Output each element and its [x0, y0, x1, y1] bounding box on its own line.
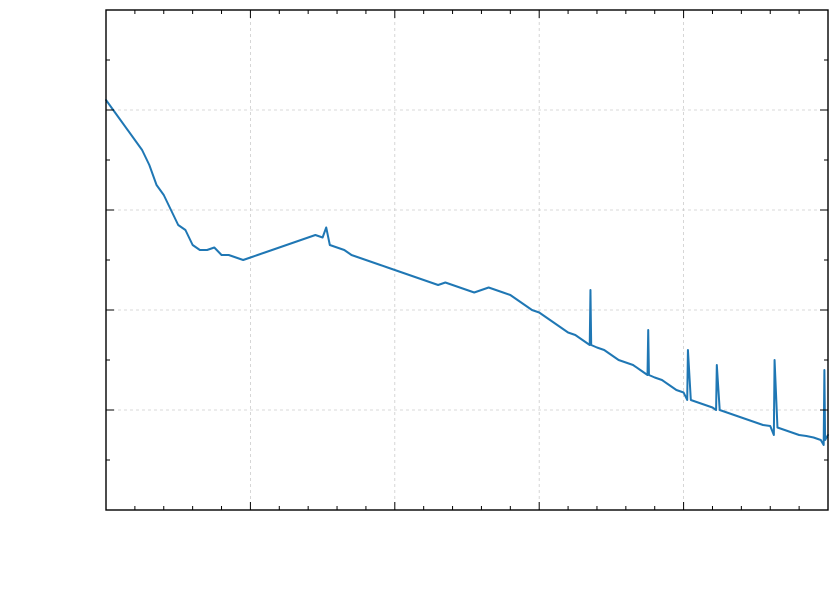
- line-chart: [0, 0, 838, 590]
- chart-svg: [0, 0, 838, 590]
